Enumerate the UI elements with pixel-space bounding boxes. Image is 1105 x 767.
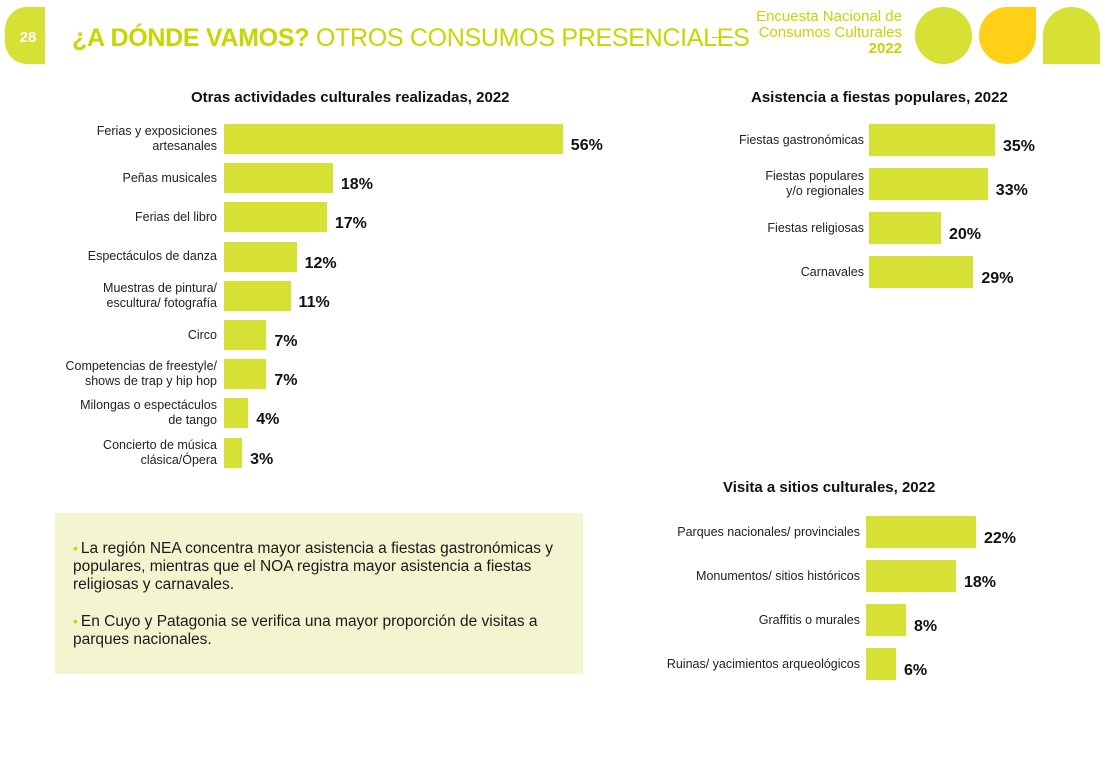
category-label: Ferias del libro — [135, 209, 217, 224]
page-title-bold: ¿A DÓNDE VAMOS? — [72, 24, 310, 52]
bar — [866, 604, 906, 636]
bar — [869, 256, 974, 288]
brand-logo-icon — [915, 7, 1100, 64]
insight-bullet: • La región NEA concentra mayor asistenci… — [73, 539, 565, 594]
bar — [866, 560, 956, 592]
category-label: Peñas musicales — [122, 170, 218, 185]
value-label: 11% — [298, 293, 330, 311]
value-label: 29% — [981, 270, 1014, 287]
category-label: Concierto de música clásica/Ópera — [103, 437, 217, 467]
bar — [869, 212, 941, 244]
value-label: 17% — [334, 215, 367, 233]
category-label: Carnavales — [800, 264, 864, 279]
value-label: 8% — [914, 618, 938, 635]
logo-drop-icon — [979, 7, 1036, 64]
bar — [224, 202, 327, 233]
value-label: 18% — [964, 574, 997, 591]
bar — [866, 516, 976, 548]
value-label: 33% — [995, 182, 1028, 199]
chart-title-sitios-culturales: Visita a sitios culturales, 2022 — [723, 479, 936, 496]
value-label: 12% — [304, 254, 337, 272]
category-label: Muestras de pintura/escultura/ fotografí… — [103, 280, 217, 310]
value-label: 4% — [256, 411, 280, 429]
value-label: 56% — [570, 137, 603, 154]
category-label: Circo — [187, 327, 217, 342]
page-title: ¿A DÓNDE VAMOS? OTROS CONSUMOS PRESENCIA… — [72, 24, 750, 53]
value-label: 6% — [904, 662, 928, 679]
category-label: Fiestas religiosas — [767, 220, 864, 235]
bar — [224, 124, 563, 154]
category-label: Fiestas populares y/o regionales — [765, 169, 864, 198]
category-label: Monumentos/ sitios históricos — [696, 568, 860, 583]
bullet-icon: • — [73, 540, 78, 556]
bar — [224, 241, 297, 272]
insight-bullet: • En Cuyo y Patagonia se verifica una may… — [73, 612, 565, 649]
value-label: 18% — [340, 176, 373, 194]
logo-circle-icon — [915, 7, 972, 64]
chart-title-otras-actividades: Otras actividades culturales realizadas,… — [191, 89, 510, 106]
value-label: 35% — [1003, 138, 1036, 155]
chart-otras-actividades: Ferias y exposiciones artesanales 56% Peñas… — [0, 124, 640, 474]
bullet-icon: • — [73, 613, 78, 629]
bar — [869, 168, 988, 200]
bar — [224, 437, 243, 468]
bar — [866, 648, 896, 680]
page-number-tab: 28 — [5, 7, 45, 64]
category-label: Parques nacionales/ provinciales — [677, 524, 860, 539]
value-label: 7% — [274, 372, 298, 390]
survey-line-1: Encuesta Nacional de — [756, 8, 902, 25]
bar — [224, 280, 291, 311]
survey-year: 2022 — [868, 40, 902, 57]
page-number: 28 — [19, 29, 37, 46]
survey-line-2: Consumos Culturales — [758, 24, 902, 41]
survey-name: Encuesta Nacional de Consumos Culturales… — [740, 9, 902, 57]
category-label: Ruinas/ yacimientos arqueológicos — [666, 656, 860, 671]
bar — [869, 124, 995, 156]
logo-arch-icon — [1043, 7, 1100, 64]
chart-title-fiestas-populares: Asistencia a fiestas populares, 2022 — [751, 89, 1008, 106]
value-label: 7% — [274, 333, 298, 350]
category-label: Ferias y exposiciones artesanales — [96, 124, 217, 153]
category-label: Espectáculos de danza — [87, 249, 217, 264]
bar — [224, 359, 267, 390]
chart-sitios-culturales: Parques nacionales/ provinciales 22% Monum… — [640, 516, 1100, 686]
bar — [224, 163, 333, 194]
category-label: Graffitis o murales — [758, 612, 860, 627]
category-label: Milongas o espectáculos de tango — [80, 398, 217, 428]
insights-note: • La región NEA concentra mayor asistenci… — [55, 513, 583, 674]
insight-text: La región NEA concentra mayor asistencia… — [73, 540, 554, 593]
value-label: 20% — [949, 226, 982, 243]
chart-fiestas-populares: Fiestas gastronómicas 35% Fiestas populare… — [640, 124, 1100, 294]
bar — [224, 320, 267, 350]
value-label: 22% — [984, 530, 1017, 547]
page-header: 28 ¿A DÓNDE VAMOS? OTROS CONSUMOS PRESEN… — [0, 0, 1105, 80]
category-label: Fiestas gastronómicas — [738, 132, 864, 147]
page-title-regular: OTROS CONSUMOS PRESENCIALES — [315, 24, 750, 52]
bar — [224, 398, 249, 429]
category-label: Competencias de freestyle/shows de trap … — [65, 359, 217, 389]
title-divider — [712, 37, 734, 38]
value-label: 3% — [250, 450, 274, 468]
insight-text: En Cuyo y Patagonia se verifica una mayo… — [73, 613, 538, 648]
